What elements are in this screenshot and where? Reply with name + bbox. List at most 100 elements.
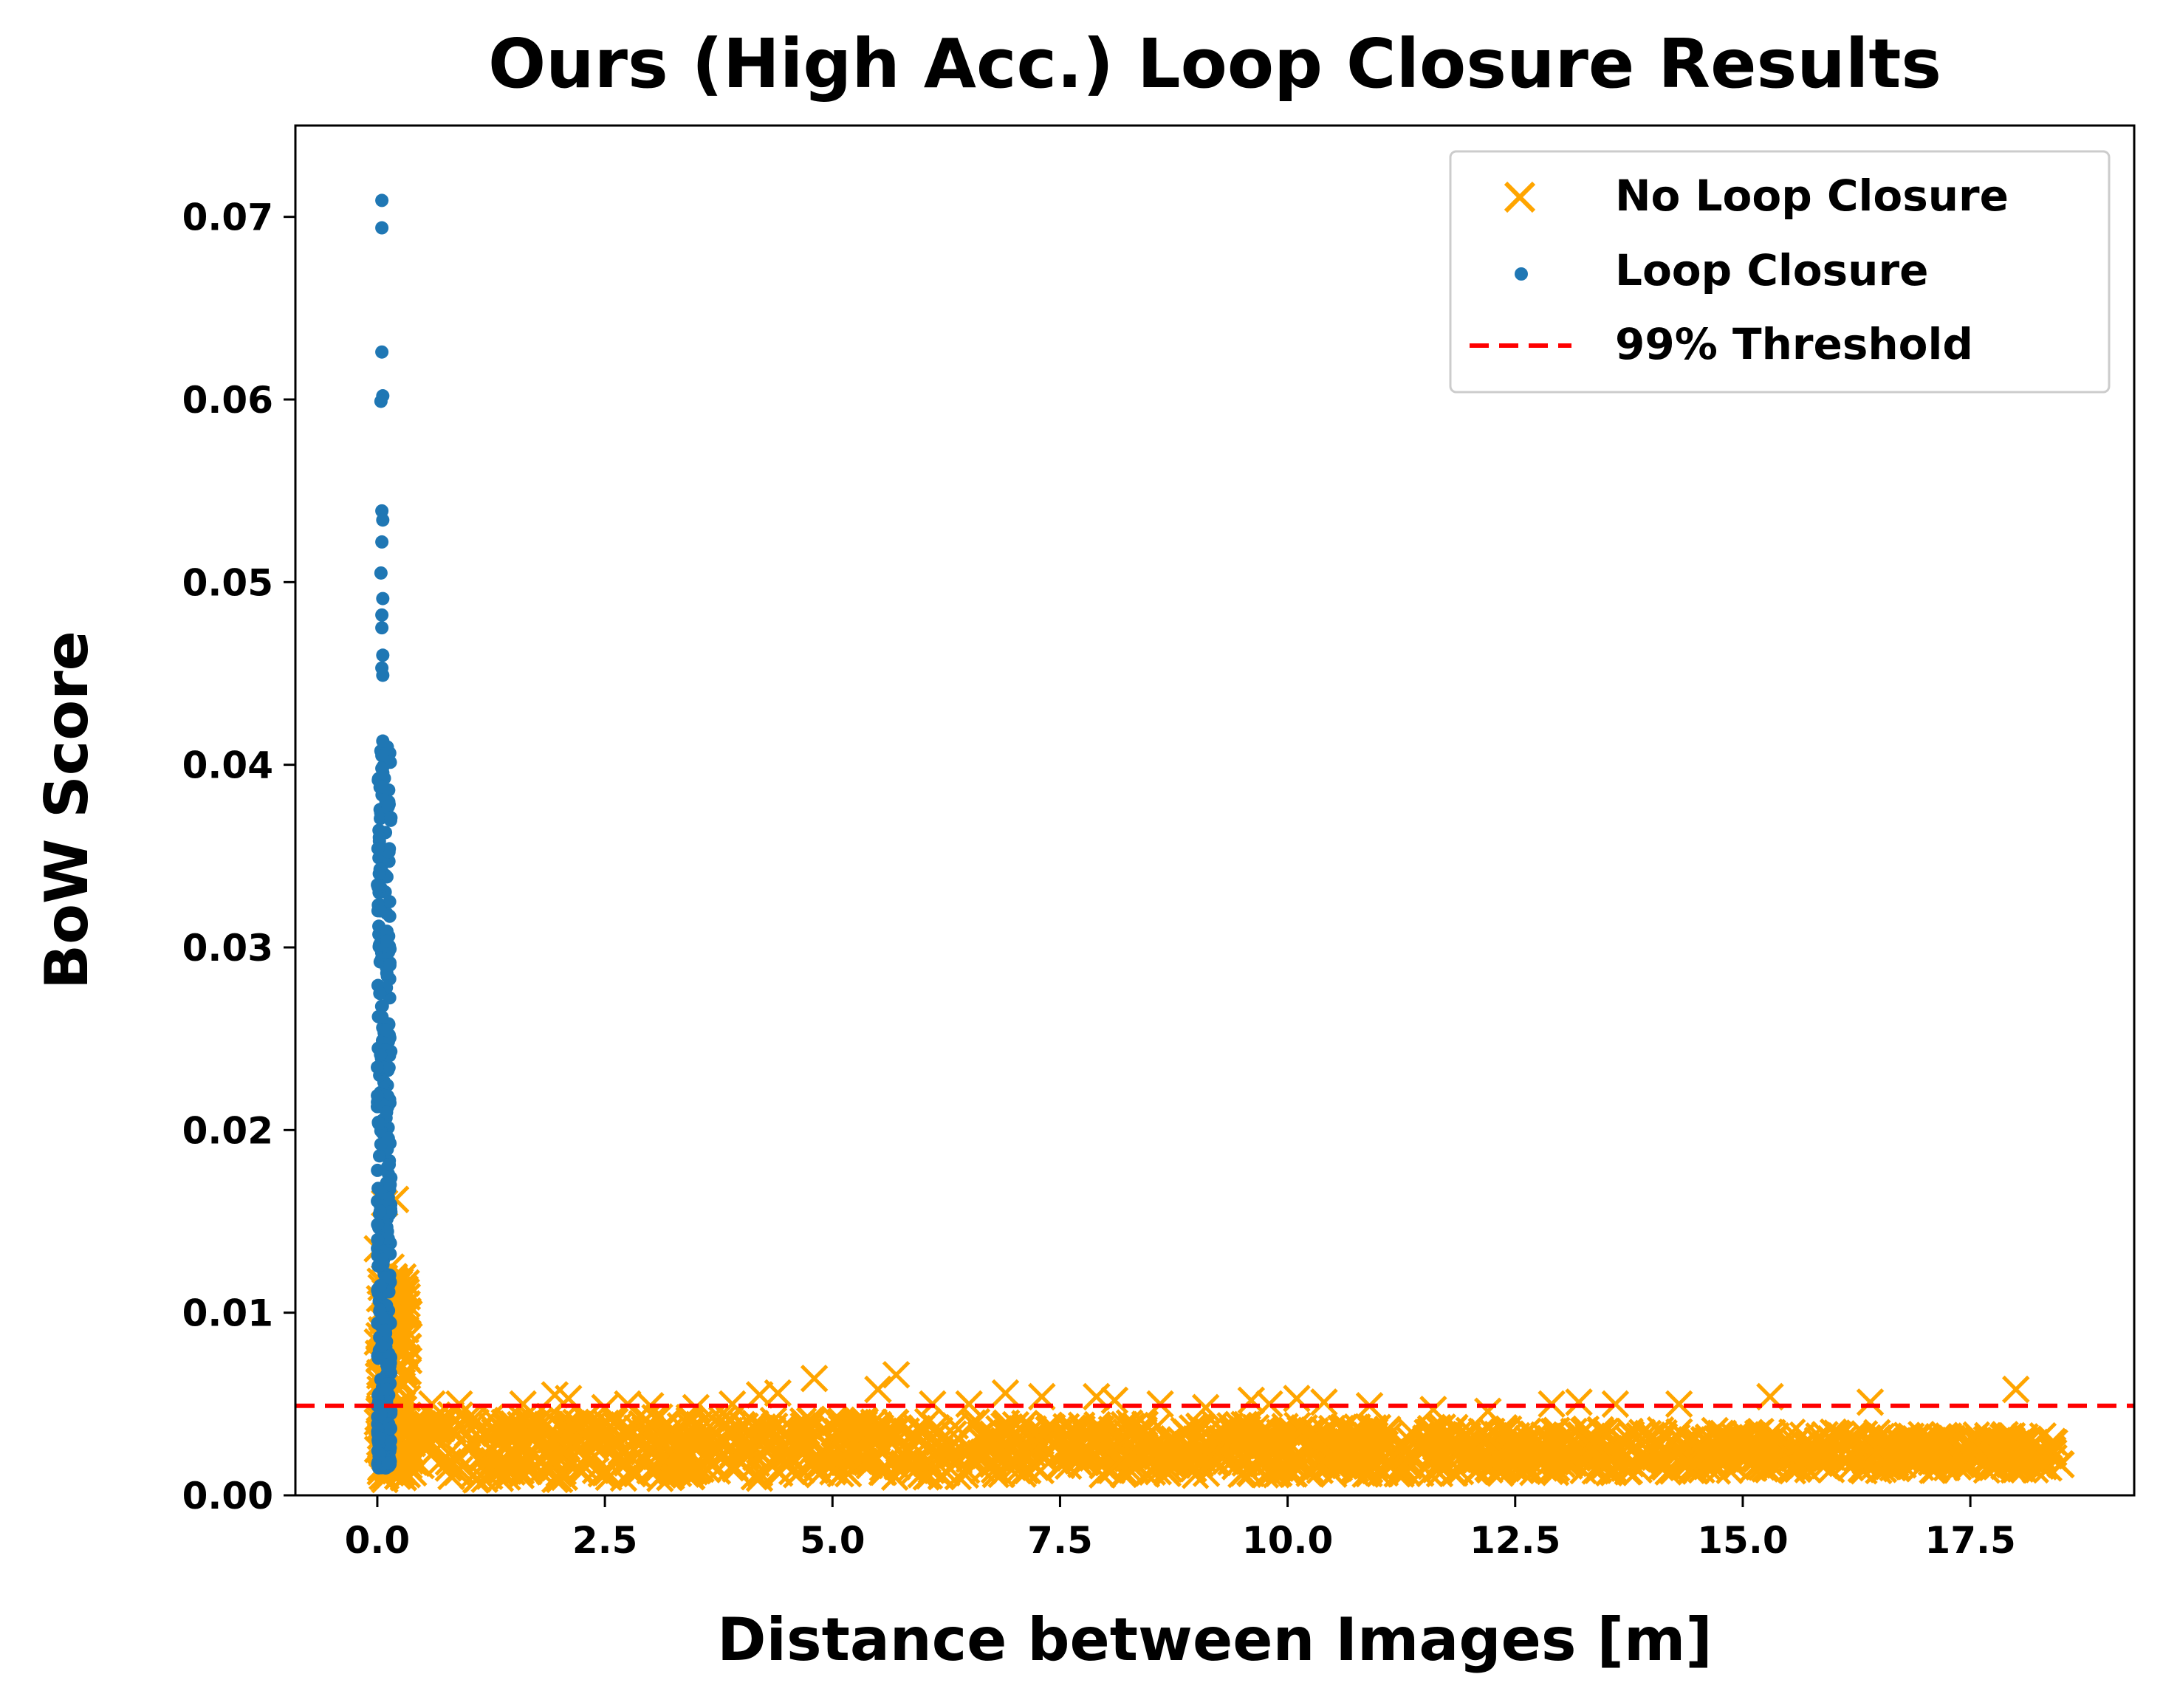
no-loop-point-1159 (1086, 1419, 1114, 1448)
loop-point-397 (375, 761, 389, 775)
no-loop-point-1551 (1690, 1436, 1718, 1465)
no-loop-point-1544 (850, 1406, 878, 1435)
no-loop-point-1379 (1266, 1431, 1295, 1460)
loop-point-396 (375, 749, 389, 763)
no-loop-point-1596 (1371, 1418, 1399, 1447)
y-axis-label: BoW Score (32, 631, 101, 990)
no-loop-point-1053 (1606, 1426, 1634, 1454)
no-loop-point-1461 (933, 1458, 961, 1487)
no-loop-point-1798 (1419, 1395, 1447, 1424)
loop-point-380 (375, 193, 389, 208)
y-tick-label: 0.02 (182, 1109, 273, 1152)
no-loop-point-1168 (507, 1457, 535, 1485)
plot-area (295, 193, 2134, 1494)
no-loop-point-1423 (1108, 1429, 1137, 1458)
no-loop-point-1806 (2001, 1375, 2030, 1404)
no-loop-closure-markers (363, 1185, 2075, 1494)
x-axis-label: Distance between Images [m] (717, 1605, 1713, 1674)
no-loop-point-1525 (1888, 1438, 1916, 1467)
loop-point-384 (374, 394, 388, 408)
no-loop-point-1542 (1715, 1442, 1744, 1471)
no-loop-point-1772 (509, 1390, 537, 1419)
no-loop-point-1415 (834, 1459, 863, 1488)
no-loop-point-1599 (925, 1416, 954, 1444)
y-tick-label: 0.01 (182, 1292, 273, 1335)
no-loop-point-1518 (518, 1405, 546, 1433)
no-loop-point-963 (434, 1454, 463, 1482)
loop-point-341 (373, 1431, 387, 1445)
no-loop-point-1292 (1188, 1444, 1217, 1472)
loop-point-389 (376, 591, 390, 606)
no-loop-point-1481 (1233, 1415, 1262, 1443)
no-loop-point-1781 (764, 1379, 792, 1407)
loop-point-272 (372, 831, 386, 845)
x-tick-label: 5.0 (800, 1519, 865, 1562)
no-loop-point-1792 (1191, 1393, 1220, 1422)
loop-point-363 (371, 842, 385, 856)
loop-point-354 (383, 1421, 397, 1436)
no-loop-point-1524 (1269, 1441, 1298, 1469)
no-loop-point-1802 (1601, 1390, 1630, 1419)
loop-point-390 (375, 608, 389, 622)
no-loop-point-1331 (977, 1421, 1005, 1450)
no-loop-point-1496 (1227, 1460, 1255, 1489)
no-loop-point-1569 (670, 1433, 699, 1462)
no-loop-point-1790 (1100, 1386, 1129, 1415)
x-tick-label: 10.0 (1242, 1519, 1333, 1562)
no-loop-point-1573 (992, 1413, 1020, 1441)
no-loop-point-1540 (1046, 1450, 1075, 1478)
no-loop-point-1579 (820, 1428, 849, 1456)
loop-closure-markers (370, 193, 398, 1475)
no-loop-point-1373 (803, 1452, 832, 1480)
no-loop-point-1584 (1163, 1442, 1191, 1471)
no-loop-point-1252 (1422, 1455, 1450, 1484)
no-loop-point-1520 (1117, 1412, 1146, 1441)
no-loop-point-1586 (1172, 1419, 1201, 1448)
no-loop-point-1558 (1754, 1431, 1783, 1459)
no-loop-point-1545 (1348, 1452, 1377, 1481)
no-loop-point-1548 (1221, 1416, 1250, 1444)
no-loop-point-1360 (1083, 1410, 1111, 1439)
loop-point-349 (371, 1232, 385, 1246)
chart-title: Ours (High Acc.) Loop Closure Results (488, 24, 1941, 103)
no-loop-point-1561 (1557, 1449, 1585, 1478)
no-loop-point-1494 (1710, 1444, 1738, 1472)
x-tick-label: 7.5 (1027, 1519, 1093, 1562)
no-loop-point-1585 (1304, 1453, 1333, 1481)
loop-point-317 (374, 1048, 388, 1062)
no-loop-point-1369 (1474, 1423, 1502, 1451)
no-loop-point-1417 (820, 1441, 849, 1469)
x-axis: 0.0 2.5 5.0 7.5 10.0 12.5 15.0 17.5 (345, 1495, 2016, 1562)
no-loop-point-1164 (878, 1450, 907, 1478)
loop-point-391 (375, 621, 389, 635)
no-loop-point-1590 (733, 1441, 761, 1470)
loop-point-367 (380, 1382, 394, 1396)
legend-box (1449, 150, 2111, 394)
loop-point-340 (381, 1131, 395, 1145)
no-loop-point-1570 (1864, 1436, 1892, 1465)
no-loop-point-1304 (1850, 1420, 1879, 1448)
loop-point-266 (382, 845, 396, 859)
no-loop-point-1784 (882, 1360, 911, 1389)
no-loop-point-1535 (1669, 1451, 1698, 1480)
loop-point-386 (376, 513, 390, 527)
no-loop-point-1467 (1235, 1458, 1264, 1486)
no-loop-point-1421 (1919, 1456, 1947, 1484)
x-tick-label: 17.5 (1924, 1519, 2015, 1562)
no-loop-point-1598 (1153, 1459, 1182, 1487)
loop-point-379 (373, 1204, 387, 1218)
no-loop-point-1529 (571, 1444, 600, 1472)
no-loop-point-1557 (1903, 1448, 1931, 1477)
loop-point-382 (375, 345, 389, 359)
no-loop-point-1582 (583, 1427, 611, 1456)
no-loop-point-1511 (764, 1456, 792, 1485)
no-loop-point-1564 (1278, 1459, 1307, 1487)
loop-point-371 (372, 867, 386, 881)
no-loop-point-1375 (698, 1404, 726, 1433)
no-loop-point-1786 (955, 1390, 983, 1419)
no-loop-point-1724 (395, 1451, 423, 1480)
no-loop-point-1508 (1530, 1454, 1558, 1482)
no-loop-point-1211 (1185, 1413, 1213, 1441)
no-loop-point-1592 (453, 1405, 482, 1433)
